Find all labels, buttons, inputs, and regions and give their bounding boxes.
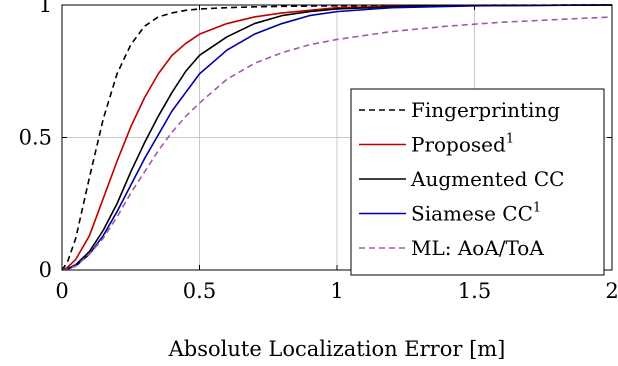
series-lines: [61, 4, 613, 271]
series-line-5: [61, 16, 613, 271]
series-line-4: [61, 4, 613, 271]
legend-superscript: 1: [506, 132, 514, 147]
legend-label-4: Siamese CC1: [411, 201, 541, 226]
legend-label-5: ML: AoA/ToA: [411, 236, 544, 260]
series-line-2: [61, 4, 613, 271]
y-tick-label: 0.5: [19, 126, 52, 150]
x-tick-label: 1.5: [458, 279, 491, 303]
legend-label-1: Fingerprinting: [411, 98, 560, 122]
plot-border: [61, 4, 613, 271]
x-axis-label: Absolute Localization Error [m]: [168, 337, 506, 361]
x-tick-label: 1: [330, 279, 343, 303]
series-line-1: [61, 4, 613, 271]
legend-box: [350, 88, 605, 276]
x-tick-label: 0.5: [183, 279, 216, 303]
legend-superscript: 1: [533, 201, 541, 216]
series-line-3: [61, 4, 613, 271]
legend-label-3: Augmented CC: [410, 167, 564, 191]
x-tick-label: 2: [605, 279, 618, 303]
plot-frame: [61, 4, 613, 271]
axes: 0 0.5 1 1.5 2 0 0.5 1: [19, 0, 618, 303]
legend-label-2: Proposed1: [411, 132, 514, 157]
y-tick-label: 0: [39, 258, 52, 282]
x-tick-label: 0: [55, 279, 68, 303]
legend: Fingerprinting Proposed1 Augmented CC Siame…: [350, 88, 605, 276]
y-tick-label: 1: [39, 0, 52, 17]
